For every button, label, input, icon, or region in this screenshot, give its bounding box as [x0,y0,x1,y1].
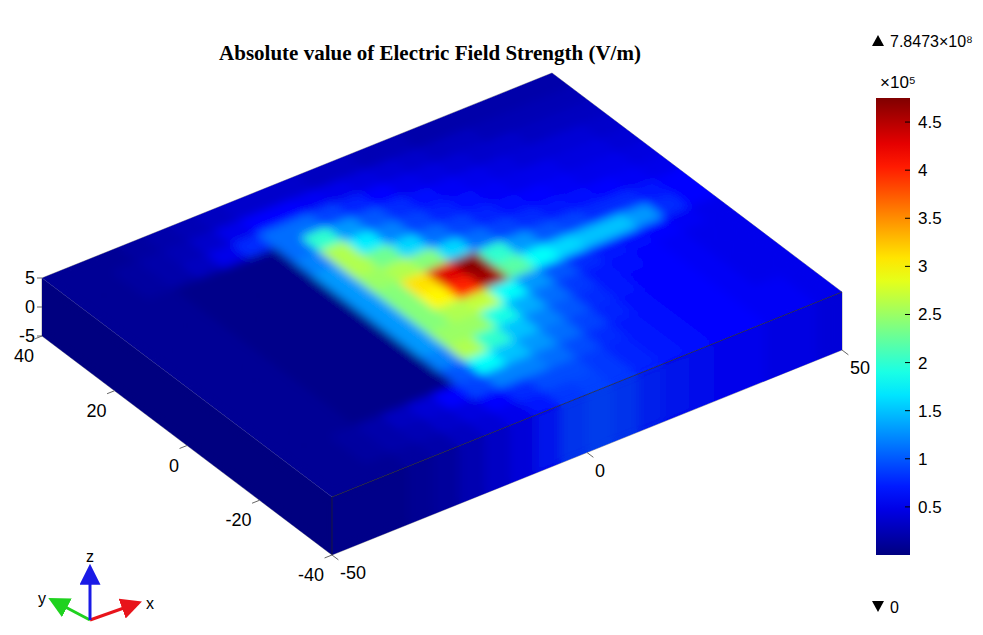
frame-edge [332,292,842,497]
left-cells [42,278,332,555]
colorbar-tick [905,170,910,171]
frame-edge [42,131,552,336]
x-tick [842,350,848,355]
colorbar-tick-label: 0.5 [918,498,942,517]
face-shade [332,292,842,555]
y-tick-label: 40 [14,346,34,366]
slab-edge [332,497,333,555]
y-tick-label: 20 [86,401,106,421]
colorbar-tick [905,506,910,507]
y-tick [325,555,332,558]
triad-z [89,568,92,620]
y-tick [252,500,259,503]
frame-edge [42,73,552,278]
colorbar-tick-label: 2 [918,354,927,373]
colorbar-tick [905,458,910,459]
colorbar-tick-label: 1.5 [918,402,942,421]
y-tick [107,391,114,394]
colorbar-bar [876,98,910,555]
triad-x [90,603,138,620]
front-face [332,292,842,555]
max-indicator: 7.8473×10⁸ [872,33,973,50]
triad-x-label: x [146,595,154,612]
slab-outline [332,292,842,555]
z-tick [37,278,42,279]
z-tick-label: -5 [19,326,35,346]
x-tick [587,453,593,458]
colorbar-tick [905,266,910,267]
colorbar-tick [905,410,910,411]
z-tick [37,336,42,337]
frame-edge [42,336,332,555]
triad-z-label: z [86,548,94,565]
x-tick-label: -50 [340,563,366,583]
colorbar-tick-label: 3.5 [918,209,942,228]
front-cells [332,292,842,555]
colorbar-tick-label: 4 [918,161,927,180]
z-tick-label: 0 [25,297,35,317]
colorbar-tick [905,314,910,315]
top-face [42,73,842,497]
frame-edge [552,73,842,292]
x-tick [332,555,338,560]
title: Absolute value of Electric Field Strengt… [219,41,641,65]
max-label: 7.8473×10⁸ [890,33,973,50]
colorbar-tick-label: 3 [918,257,927,276]
colorbar-scale: ×10⁵ [880,73,916,92]
colorbar-tick [905,362,910,363]
colorbar-tick-label: 2.5 [918,305,942,324]
axis-triad: x y z [38,548,154,620]
y-tick-label: 0 [169,456,179,476]
left-face [42,278,332,555]
y-tick-label: -40 [298,565,324,585]
colorbar: 0.5 1 1.5 2 2.5 3 3.5 4 4.5 ×10⁵ 7.8473×10⁸ 0 [872,33,973,616]
colorbar-tick-label: 4.5 [918,113,942,132]
axes: -50050-40-2002040-505 [14,268,870,585]
colorbar-tick [905,218,910,219]
chart: -50050-40-2002040-505Absolute value of E… [0,0,983,635]
min-triangle [872,601,884,612]
face-shade [42,278,332,555]
colorbar-tick [905,122,910,123]
frame-edge [332,497,333,555]
min-indicator: 0 [872,599,899,616]
y-tick [180,446,187,449]
z-tick [37,307,42,308]
triad-y-label: y [38,590,46,607]
slab-edge [332,292,842,497]
max-triangle [872,35,884,46]
x-tick-label: 0 [595,461,605,481]
axis-frame [42,73,842,555]
z-tick-label: 5 [25,268,35,288]
top-cells [42,73,842,497]
min-label: 0 [890,599,899,616]
x-tick-label: 50 [850,358,870,378]
y-tick [35,336,42,339]
cell [527,73,571,97]
y-tick-label: -20 [225,510,251,530]
colorbar-tick-label: 1 [918,450,927,469]
triad-y [52,600,90,620]
